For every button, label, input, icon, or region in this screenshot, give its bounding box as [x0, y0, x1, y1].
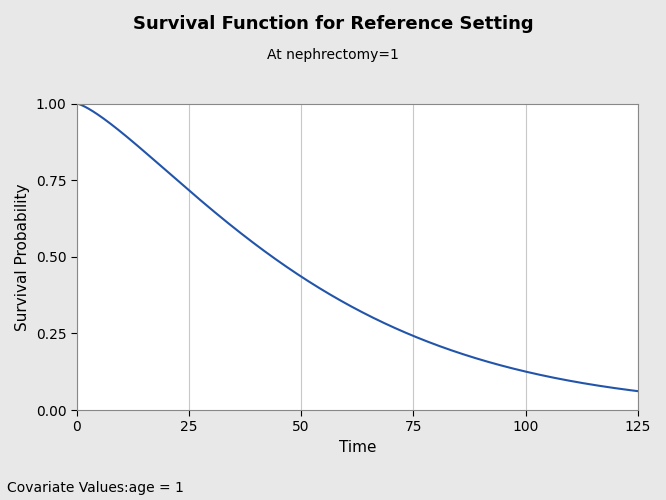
X-axis label: Time: Time	[338, 440, 376, 455]
Text: Survival Function for Reference Setting: Survival Function for Reference Setting	[133, 15, 533, 33]
Y-axis label: Survival Probability: Survival Probability	[15, 183, 30, 330]
Text: At nephrectomy=1: At nephrectomy=1	[267, 48, 399, 62]
Text: Covariate Values:age = 1: Covariate Values:age = 1	[7, 481, 184, 495]
